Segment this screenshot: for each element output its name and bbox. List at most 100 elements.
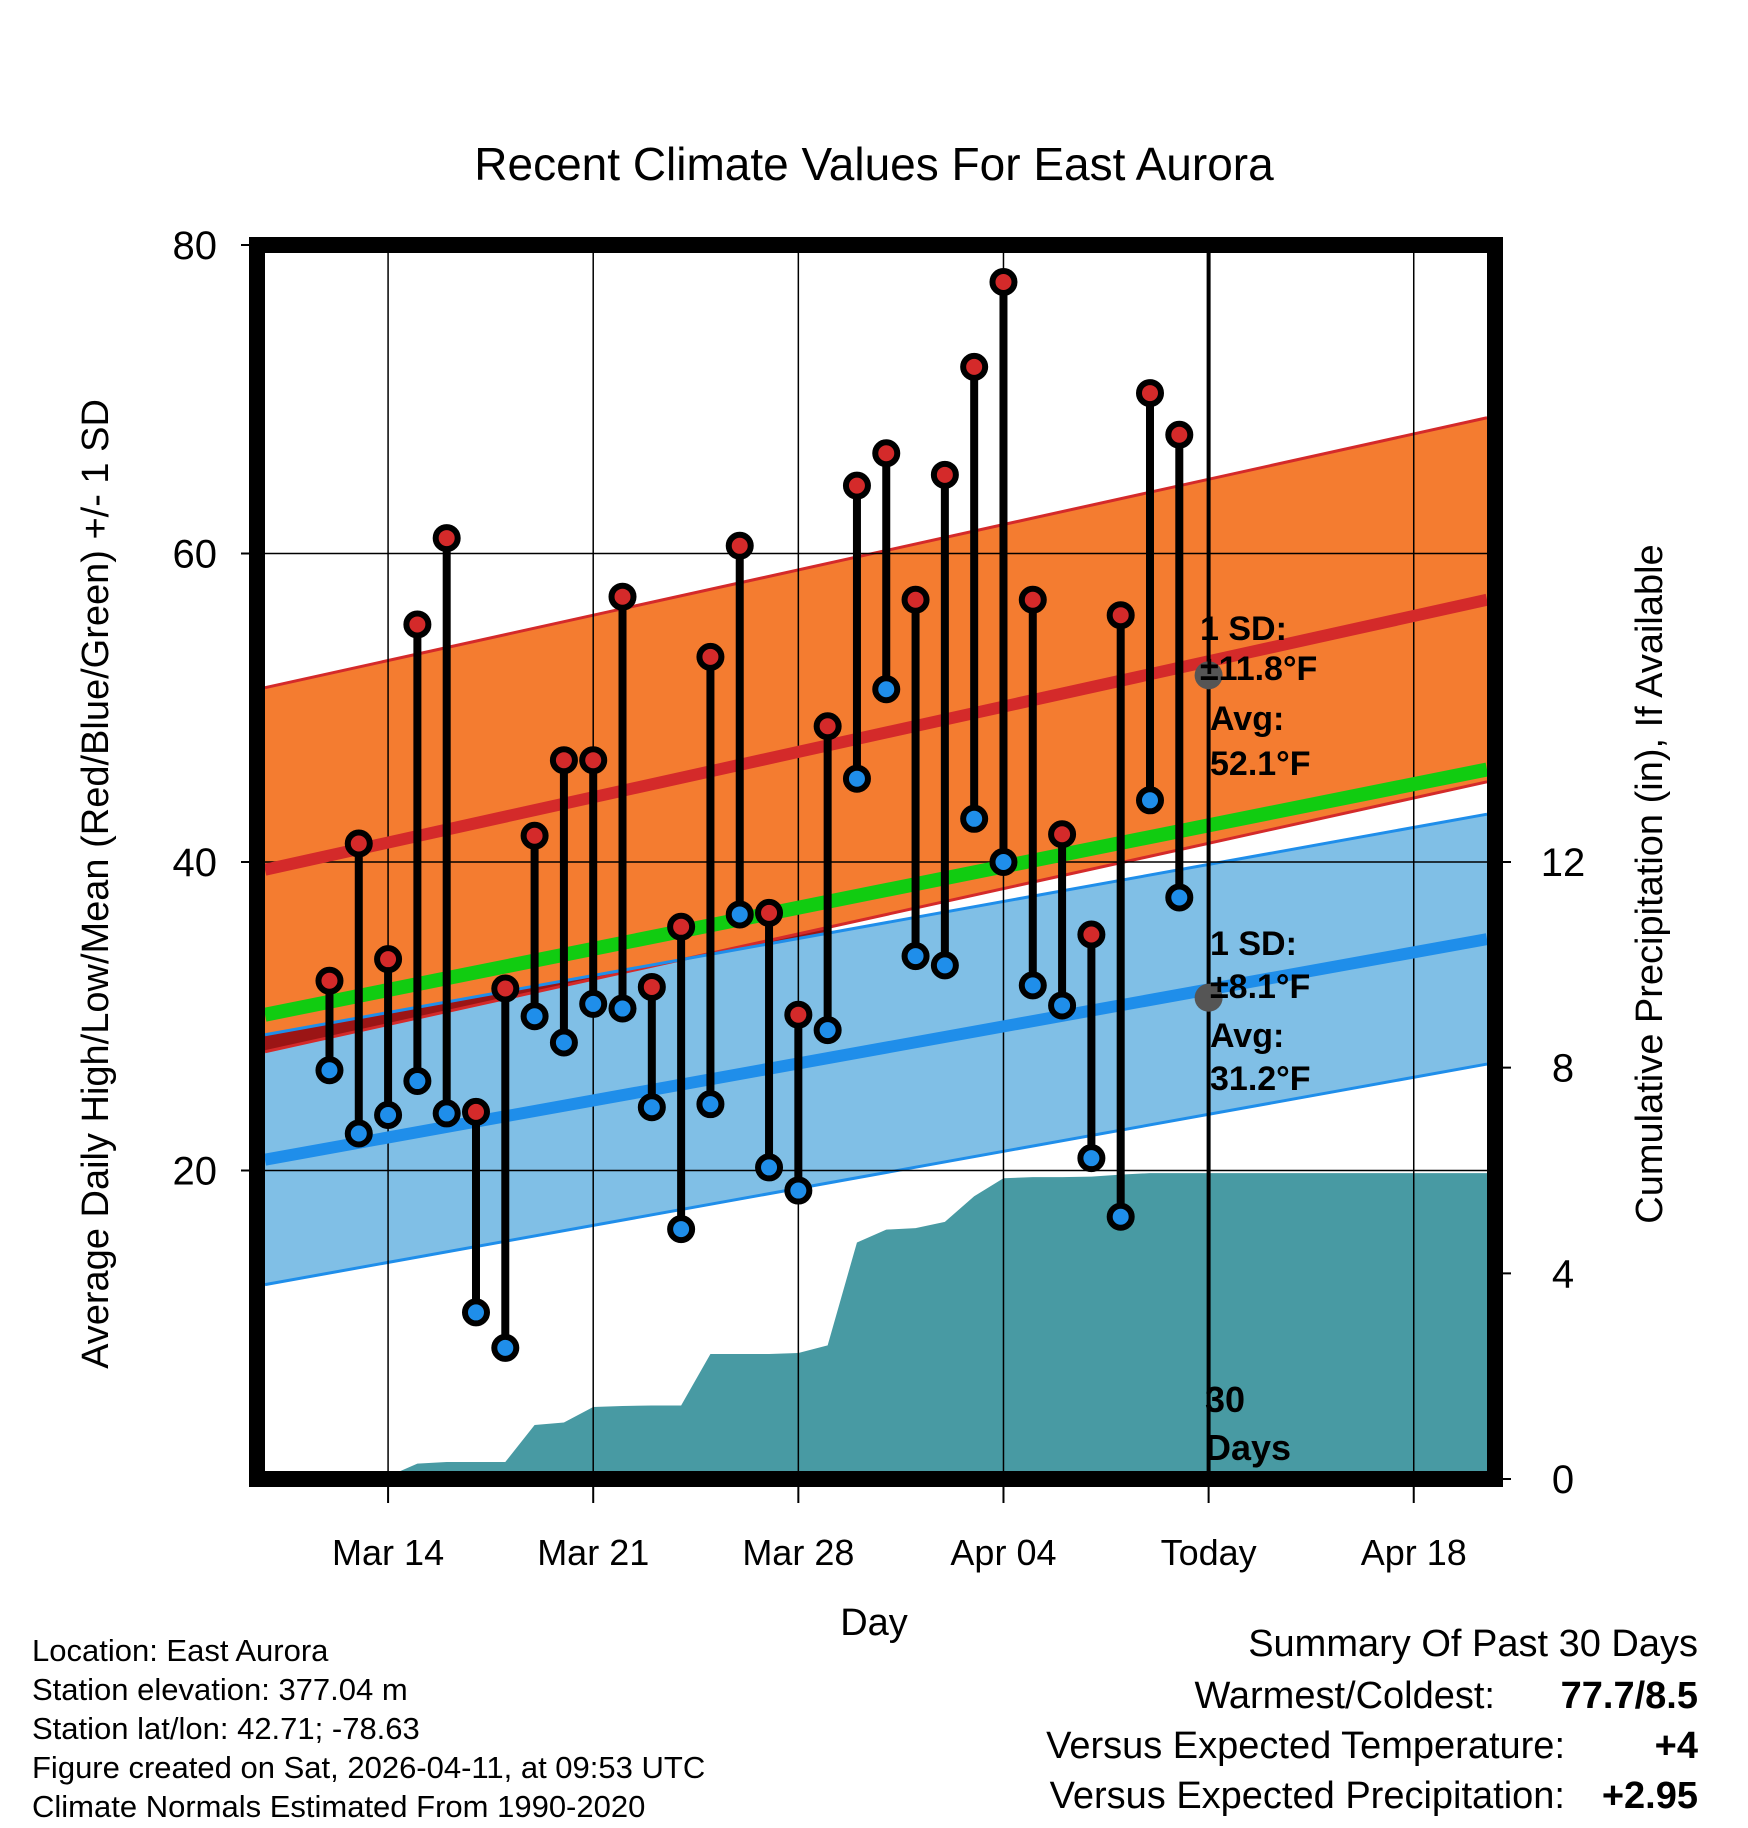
low-point <box>930 951 959 980</box>
y2-tick-label: 8 <box>1552 1047 1574 1091</box>
high-point <box>784 1000 813 1029</box>
low-point <box>667 1215 696 1244</box>
summary-temp-label: Versus Expected Temperature: <box>1046 1725 1565 1767</box>
summary-warmest-label: Warmest/Coldest: <box>1194 1675 1495 1717</box>
daily-range-bars <box>315 268 1194 1362</box>
high-avg-value: 52.1°F <box>1210 745 1311 783</box>
high-point <box>637 972 666 1001</box>
low-point <box>1018 971 1047 1000</box>
low-point <box>725 900 754 929</box>
summary-precip-value: +2.95 <box>1602 1775 1698 1817</box>
summary-precip-label: Versus Expected Precipitation: <box>1050 1775 1565 1817</box>
today-annotations: 1 SD: ±11.8°F Avg: 52.1°F 1 SD: ±8.1°F A… <box>1200 610 1317 1468</box>
high-point <box>842 471 871 500</box>
high-sd-value: ±11.8°F <box>1200 650 1317 688</box>
high-point <box>725 531 754 560</box>
high-point <box>872 439 901 468</box>
high-point <box>755 898 784 927</box>
high-point <box>989 268 1018 297</box>
low-point <box>989 848 1018 876</box>
x-tick-label: Mar 21 <box>537 1532 649 1573</box>
high-point <box>344 829 373 858</box>
x-axis-label: Day <box>840 1602 908 1644</box>
high-sd-label: 1 SD: <box>1200 610 1287 648</box>
low-point <box>1048 991 1077 1020</box>
low-point <box>374 1100 403 1129</box>
low-point <box>1106 1202 1135 1231</box>
high-point <box>579 746 608 775</box>
high-point <box>432 524 461 553</box>
high-point <box>520 821 549 850</box>
y-tick-label: 20 <box>173 1150 218 1194</box>
low-point <box>1165 883 1194 912</box>
low-point <box>608 994 637 1023</box>
high-point <box>1048 820 1077 849</box>
axes: Mar 14 Mar 21 Mar 28 Apr 04 Today Apr 1820406… <box>173 224 1586 1573</box>
footer-location: Location: East Aurora <box>32 1633 329 1668</box>
days-word: Days <box>1205 1427 1291 1468</box>
y-tick-label: 40 <box>173 841 218 885</box>
low-point <box>872 675 901 704</box>
normal-high-line <box>263 593 1489 876</box>
precipitation-area <box>265 1173 1487 1479</box>
low-band-upper-edge <box>264 812 1488 1037</box>
footer-info: Location: East Aurora Station elevation:… <box>32 1633 705 1824</box>
footer-latlon: Station lat/lon: 42.71; -78.63 <box>32 1711 420 1746</box>
y2-tick-label: 0 <box>1552 1458 1574 1502</box>
low-avg-value: 31.2°F <box>1210 1060 1311 1098</box>
y-tick-label: 80 <box>173 224 218 268</box>
low-point <box>432 1099 461 1128</box>
footer-elevation: Station elevation: 377.04 m <box>32 1672 408 1707</box>
normal-mean-line <box>263 762 1489 1022</box>
today-low-avg-dot <box>1194 983 1223 1012</box>
high-point <box>1018 585 1047 614</box>
high-point <box>930 460 959 489</box>
low-point <box>901 942 930 971</box>
y-axis-label: Average Daily High/Low/Mean (Red/Blue/Gr… <box>75 399 117 1369</box>
high-point <box>491 974 520 1003</box>
low-point <box>784 1176 813 1205</box>
low-point <box>461 1298 490 1327</box>
x-tick-label: Apr 04 <box>950 1532 1056 1573</box>
x-tick-label: Apr 18 <box>1361 1532 1467 1573</box>
high-point <box>1106 601 1135 630</box>
today-high-avg-dot <box>1194 661 1223 690</box>
low-point <box>842 764 871 793</box>
x-tick-label: Mar 14 <box>332 1532 444 1573</box>
low-sd-value: ±8.1°F <box>1210 968 1310 1006</box>
high-point <box>374 945 403 974</box>
x-tick-label: Mar 28 <box>742 1532 854 1573</box>
high-point <box>549 746 578 775</box>
low-point <box>403 1067 432 1096</box>
low-avg-label: Avg: <box>1210 1017 1284 1055</box>
summary-title: Summary Of Past 30 Days <box>1248 1623 1698 1665</box>
low-point <box>755 1153 784 1182</box>
footer-created: Figure created on Sat, 2026-04-11, at 09… <box>32 1750 705 1785</box>
high-point <box>960 352 989 381</box>
y2-tick-label: 4 <box>1552 1252 1574 1296</box>
summary-temp-value: +4 <box>1655 1725 1698 1767</box>
low-sd-label: 1 SD: <box>1210 925 1297 963</box>
high-avg-label: Avg: <box>1210 700 1284 738</box>
chart-title: Recent Climate Values For East Aurora <box>474 138 1274 190</box>
low-point <box>491 1333 520 1362</box>
precipitation-fill <box>265 1173 1487 1479</box>
low-point <box>520 1002 549 1031</box>
low-band-lower-edge <box>264 1062 1488 1287</box>
high-point <box>315 966 344 995</box>
high-point <box>403 610 432 639</box>
y2-tick-label: 12 <box>1541 841 1586 885</box>
summary-warmest-value: 77.7/8.5 <box>1561 1675 1698 1717</box>
low-point <box>637 1093 666 1122</box>
low-point <box>813 1016 842 1045</box>
low-point <box>549 1028 578 1057</box>
high-point <box>1077 920 1106 949</box>
footer-normals: Climate Normals Estimated From 1990-2020 <box>32 1789 645 1824</box>
high-point <box>696 642 725 671</box>
high-point <box>1165 420 1194 449</box>
low-point <box>1077 1144 1106 1173</box>
low-point <box>960 804 989 833</box>
low-point <box>1135 786 1164 815</box>
high-point <box>608 582 637 611</box>
